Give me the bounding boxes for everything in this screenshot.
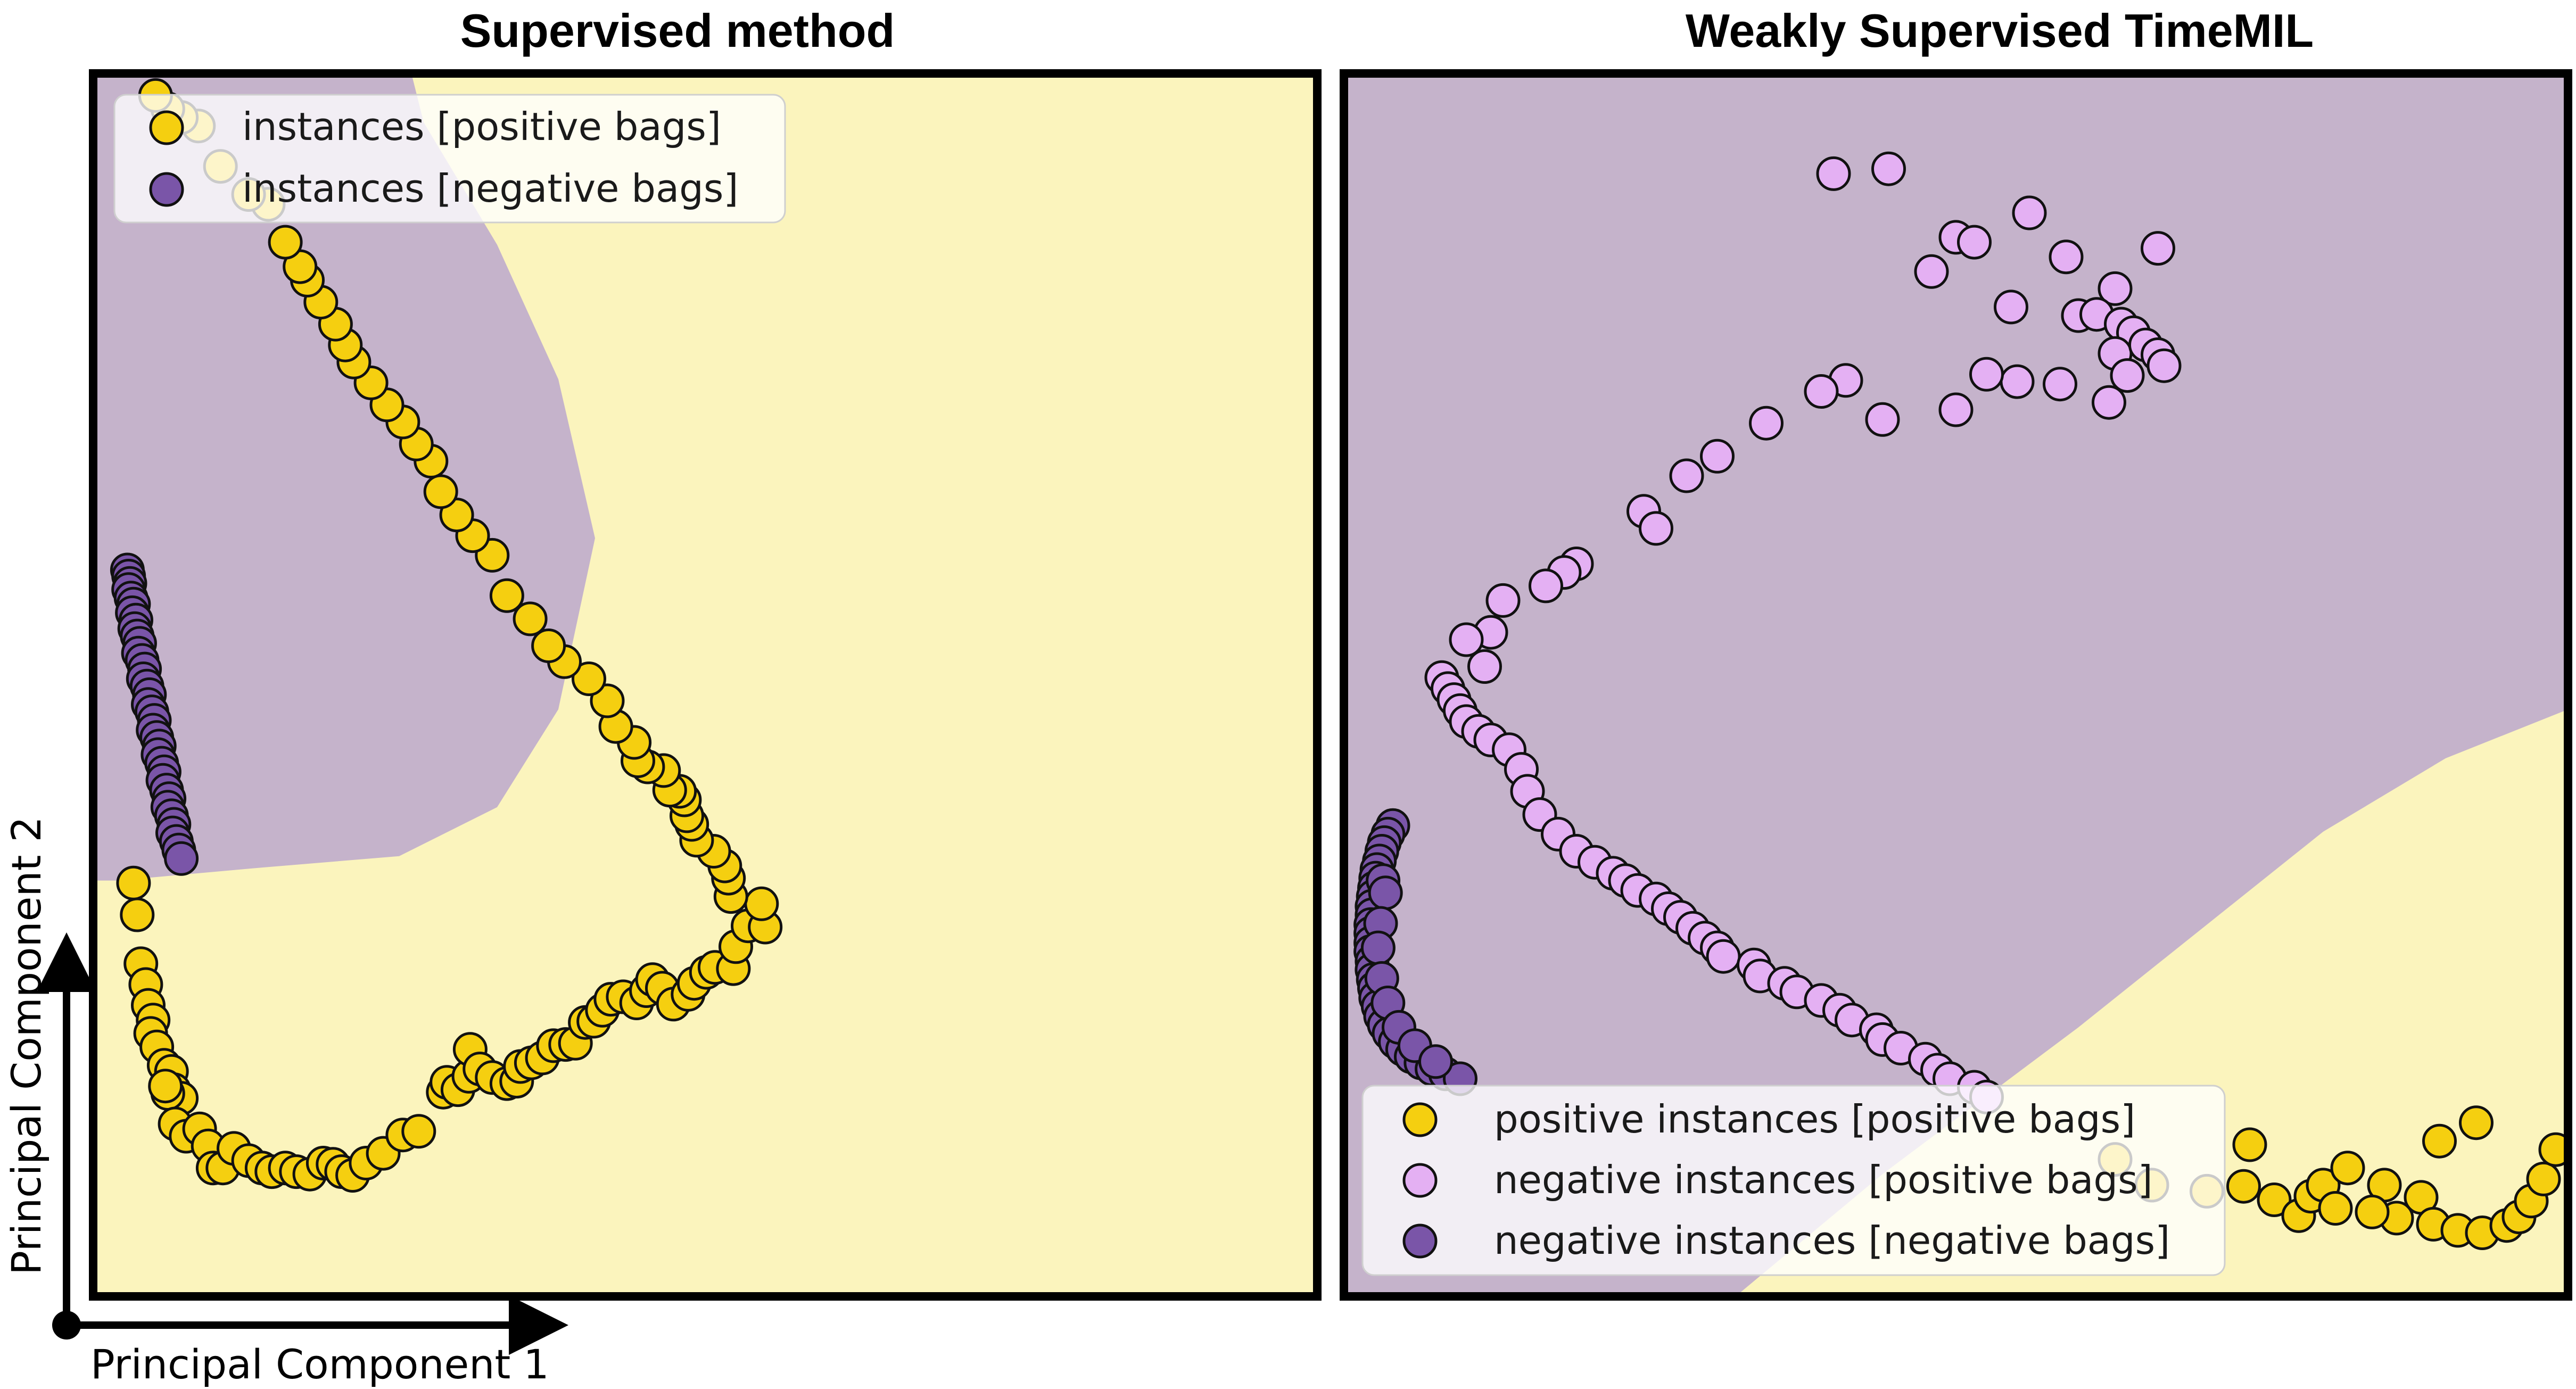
point-right-s1-7 [2098, 271, 2133, 306]
point-right-s1-23 [1938, 392, 1974, 427]
axes-indicator: Principal Component 1 Principal Componen… [3, 816, 568, 1388]
points-right [1353, 151, 2568, 1250]
point-right-s1-31 [1639, 511, 1673, 546]
point-right-s1-21 [2000, 364, 2035, 399]
point-right-s2-34 [1360, 930, 1396, 965]
point-right-s1-19 [2110, 358, 2145, 393]
plot-frame-left [89, 69, 1322, 1301]
point-right-s1-0 [1816, 156, 1851, 191]
point-right-s0-9 [2330, 1151, 2365, 1186]
point-left-s0-34 [401, 1114, 436, 1149]
point-right-s1-34 [1529, 568, 1563, 603]
point-left-s0-84 [590, 683, 625, 718]
point-right-s1-38 [1467, 649, 1502, 684]
point-left-s0-93 [423, 474, 458, 509]
panel-supervised: Supervised method instances [positive ba… [89, 4, 1322, 1301]
point-right-s1-37 [1449, 622, 1484, 657]
point-right-s1-18 [2146, 348, 2182, 383]
point-left-s0-85 [572, 662, 606, 696]
point-right-s0-23 [2459, 1105, 2494, 1140]
legend-box-left [113, 94, 786, 224]
point-right-s1-26 [1804, 374, 1839, 409]
point-left-s0-1 [120, 897, 155, 932]
point-right-s1-5 [2012, 195, 2047, 230]
y-axis-label: Principal Component 2 [3, 816, 50, 1275]
point-right-s0-10 [2318, 1191, 2353, 1226]
point-right-s1-24 [1865, 402, 1900, 437]
point-right-s0-5 [2257, 1183, 2292, 1217]
panel-title-timemil: Weakly Supervised TimeMIL [1686, 4, 2314, 57]
point-right-s1-27 [1749, 406, 1784, 441]
point-left-s1-35 [164, 841, 199, 876]
point-right-s1-4 [1957, 225, 1992, 260]
point-right-s0-22 [2538, 1132, 2568, 1167]
x-axis-label: Principal Component 1 [90, 1341, 549, 1388]
point-left-s0-13 [148, 1069, 183, 1104]
point-left-s0-87 [531, 629, 566, 663]
legend-label-negative-bags: instances [negative bags] [242, 166, 738, 211]
legend-marker-negative-instances-positive-bags [1402, 1163, 1438, 1198]
point-right-s1-1 [1871, 151, 1906, 186]
point-left-s0-68 [744, 886, 779, 921]
point-right-s1-20 [2043, 367, 2077, 402]
point-left-s0-89 [489, 578, 524, 613]
legend-label-negative-instances-negative-bags: negative instances [negative bags] [1494, 1218, 2170, 1263]
point-right-s0-24 [2422, 1123, 2457, 1159]
point-right-s2-32 [1368, 875, 1403, 911]
point-right-s0-21 [2526, 1161, 2561, 1196]
legend-label-positive-instances: positive instances [positive bags] [1494, 1097, 2135, 1142]
point-right-s1-29 [1669, 458, 1704, 493]
legend-marker-positive-instances [1402, 1102, 1438, 1137]
legend-box-right [1361, 1085, 2226, 1276]
point-right-s1-6 [2049, 239, 2084, 275]
axis-origin-dot [52, 1311, 81, 1340]
point-right-s2-39 [1418, 1044, 1453, 1079]
legend-marker-positive-bags [149, 110, 184, 145]
legend-marker-negative-instances-negative-bags [1402, 1223, 1438, 1259]
legend-label-positive-bags: instances [positive bags] [242, 104, 721, 149]
legend-label-negative-instances-positive-bags: negative instances [positive bags] [1494, 1158, 2153, 1202]
point-left-s0-0 [116, 865, 151, 900]
point-right-s0-4 [2232, 1127, 2267, 1162]
point-left-s0-88 [513, 601, 548, 636]
point-right-s1-28 [1700, 439, 1735, 474]
legend-marker-negative-bags [149, 172, 184, 207]
point-right-s0-3 [2226, 1169, 2261, 1204]
point-right-s1-15 [2092, 385, 2126, 420]
point-right-s0-13 [2355, 1194, 2390, 1229]
point-left-s0-105 [268, 225, 303, 260]
points-left [110, 78, 783, 1193]
panel-title-supervised: Supervised method [460, 4, 895, 57]
legend-right: positive instances [positive bags] negat… [1361, 1085, 2226, 1276]
plot-frame-right [1340, 69, 2572, 1301]
legend-left: instances [positive bags] instances [neg… [113, 94, 786, 224]
panel-timemil: Weakly Supervised TimeMIL positive insta… [1340, 4, 2572, 1301]
point-right-s1-2 [1914, 254, 1949, 289]
point-right-s1-8 [2141, 231, 2175, 266]
negative-region-left [93, 73, 595, 881]
point-right-s1-35 [1485, 583, 1521, 618]
point-right-s1-62 [1706, 939, 1741, 974]
point-right-s1-9 [1994, 290, 2028, 325]
point-right-s1-22 [1969, 357, 2004, 392]
